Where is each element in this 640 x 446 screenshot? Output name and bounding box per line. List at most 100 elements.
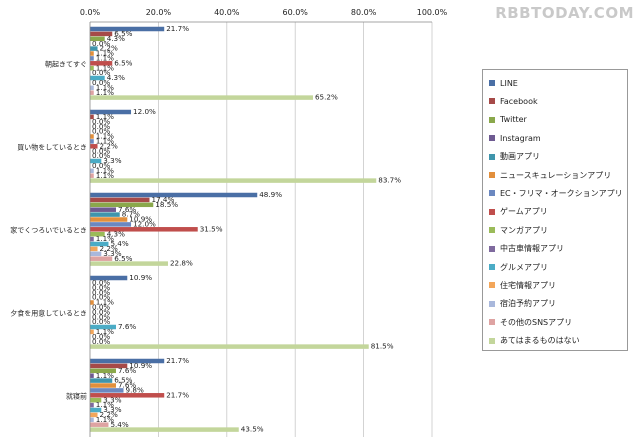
data-label: 7.6% bbox=[118, 366, 136, 375]
data-label: 1.1% bbox=[96, 415, 114, 424]
bar bbox=[90, 236, 94, 242]
data-label: 12.0% bbox=[133, 219, 156, 228]
bar bbox=[90, 197, 150, 203]
legend-label: その他のSNSアプリ bbox=[500, 317, 573, 327]
bar bbox=[90, 251, 102, 257]
legend-label: あてはまるものはない bbox=[500, 336, 580, 346]
bar bbox=[90, 85, 94, 91]
legend-swatch bbox=[489, 80, 495, 86]
legend-item: マンガアプリ bbox=[489, 223, 548, 237]
bar bbox=[90, 51, 94, 56]
category-label: 買い物をしているとき bbox=[17, 143, 87, 152]
legend-swatch bbox=[489, 319, 495, 326]
data-label: 1.1% bbox=[96, 327, 114, 336]
data-label: 7.6% bbox=[118, 381, 136, 390]
legend-label: 中古車情報アプリ bbox=[500, 244, 564, 254]
bar bbox=[90, 65, 94, 71]
legend-swatch bbox=[489, 245, 495, 252]
legend-item: ニュースキュレーションアプリ bbox=[489, 168, 611, 182]
data-label: 21.7% bbox=[166, 356, 189, 365]
legend-swatch bbox=[489, 116, 495, 123]
legend-item: Instagram bbox=[489, 131, 541, 145]
legend-item: Twitter bbox=[489, 113, 527, 127]
bar bbox=[90, 222, 132, 227]
bar bbox=[90, 422, 109, 427]
data-label: 5.4% bbox=[110, 420, 128, 429]
data-label: 1.1% bbox=[96, 171, 114, 180]
data-label: 0.0% bbox=[92, 288, 110, 297]
bar bbox=[90, 300, 94, 305]
legend-swatch bbox=[489, 172, 495, 178]
bar bbox=[90, 168, 94, 174]
data-label: 6.5% bbox=[114, 254, 132, 263]
data-label: 4.3% bbox=[107, 73, 125, 82]
data-label: 6.5% bbox=[114, 29, 132, 38]
bar bbox=[90, 241, 109, 247]
legend-swatch bbox=[489, 135, 495, 142]
legend-item: 動画アプリ bbox=[489, 150, 540, 164]
bar bbox=[90, 31, 113, 37]
data-label: 0.0% bbox=[92, 293, 110, 302]
bar bbox=[90, 378, 113, 383]
data-label: 31.5% bbox=[200, 224, 223, 233]
watermark-text: RBBTODAY.COM bbox=[495, 4, 634, 22]
data-label: 0.0% bbox=[92, 146, 110, 155]
data-label: 3.3% bbox=[103, 405, 121, 414]
data-label: 0.0% bbox=[92, 151, 110, 160]
legend-swatch bbox=[489, 337, 495, 344]
data-label: 48.9% bbox=[259, 190, 282, 199]
x-axis-tick-labels: 0.0% 20.0% 40.0% 60.0% 80.0% 100.0% bbox=[80, 8, 448, 17]
data-label: 17.4% bbox=[152, 195, 175, 204]
bar bbox=[90, 109, 132, 115]
x-tick-label: 60.0% bbox=[282, 8, 308, 17]
data-label: 3.3% bbox=[103, 395, 121, 404]
data-labels: 21.7%6.5%4.3%0.0%2.2%1.1%1.1%6.5%1.1%0.0… bbox=[92, 24, 401, 434]
legend-swatch bbox=[489, 282, 495, 289]
data-label: 9.8% bbox=[126, 385, 144, 394]
bar bbox=[90, 427, 239, 432]
bar bbox=[90, 61, 113, 66]
legend-label: Twitter bbox=[500, 115, 527, 125]
legend-label: マンガアプリ bbox=[500, 225, 548, 235]
bar bbox=[90, 173, 94, 178]
bar bbox=[90, 388, 124, 393]
data-label: 81.5% bbox=[371, 342, 394, 351]
bar bbox=[90, 26, 165, 32]
legend-swatch bbox=[489, 208, 495, 215]
bar bbox=[90, 358, 165, 364]
data-label: 1.1% bbox=[96, 400, 114, 409]
x-tick-label: 20.0% bbox=[146, 8, 172, 17]
bar bbox=[90, 178, 377, 183]
data-label: 18.5% bbox=[155, 200, 178, 209]
bar bbox=[90, 227, 198, 232]
data-label: 0.0% bbox=[92, 39, 110, 48]
bar bbox=[90, 207, 116, 212]
legend-item: グルメアプリ bbox=[489, 260, 548, 274]
legend-label: Instagram bbox=[500, 133, 541, 143]
bar bbox=[90, 139, 94, 144]
bar bbox=[90, 412, 98, 418]
category-label: 就寝前 bbox=[66, 392, 87, 401]
bar bbox=[90, 114, 94, 120]
data-label: 4.3% bbox=[107, 34, 125, 43]
category-labels: 朝起きてすぐ買い物をしているとき家でくつろいでいるとき夕食を用意しているとき就寝… bbox=[10, 61, 87, 401]
category-label: 朝起きてすぐ bbox=[45, 61, 87, 69]
bar bbox=[90, 275, 128, 281]
legend-label: Facebook bbox=[500, 96, 538, 106]
legend-item: ゲームアプリ bbox=[489, 205, 548, 219]
legend-label: ゲームアプリ bbox=[500, 207, 548, 217]
legend-item: EC・フリマ・オークションアプリ bbox=[489, 186, 623, 200]
data-label: 0.0% bbox=[92, 117, 110, 126]
data-label: 43.5% bbox=[241, 425, 264, 434]
data-label: 1.1% bbox=[96, 298, 114, 307]
data-label: 4.3% bbox=[107, 229, 125, 238]
data-label: 2.2% bbox=[100, 410, 118, 419]
x-tick-label: 0.0% bbox=[80, 8, 101, 17]
legend-label: 動画アプリ bbox=[500, 152, 540, 162]
legend-swatch bbox=[489, 264, 495, 270]
bar bbox=[90, 46, 98, 51]
legend-item: 宿泊予約アプリ bbox=[489, 297, 556, 311]
bar bbox=[90, 344, 369, 349]
data-label: 1.1% bbox=[96, 53, 114, 62]
